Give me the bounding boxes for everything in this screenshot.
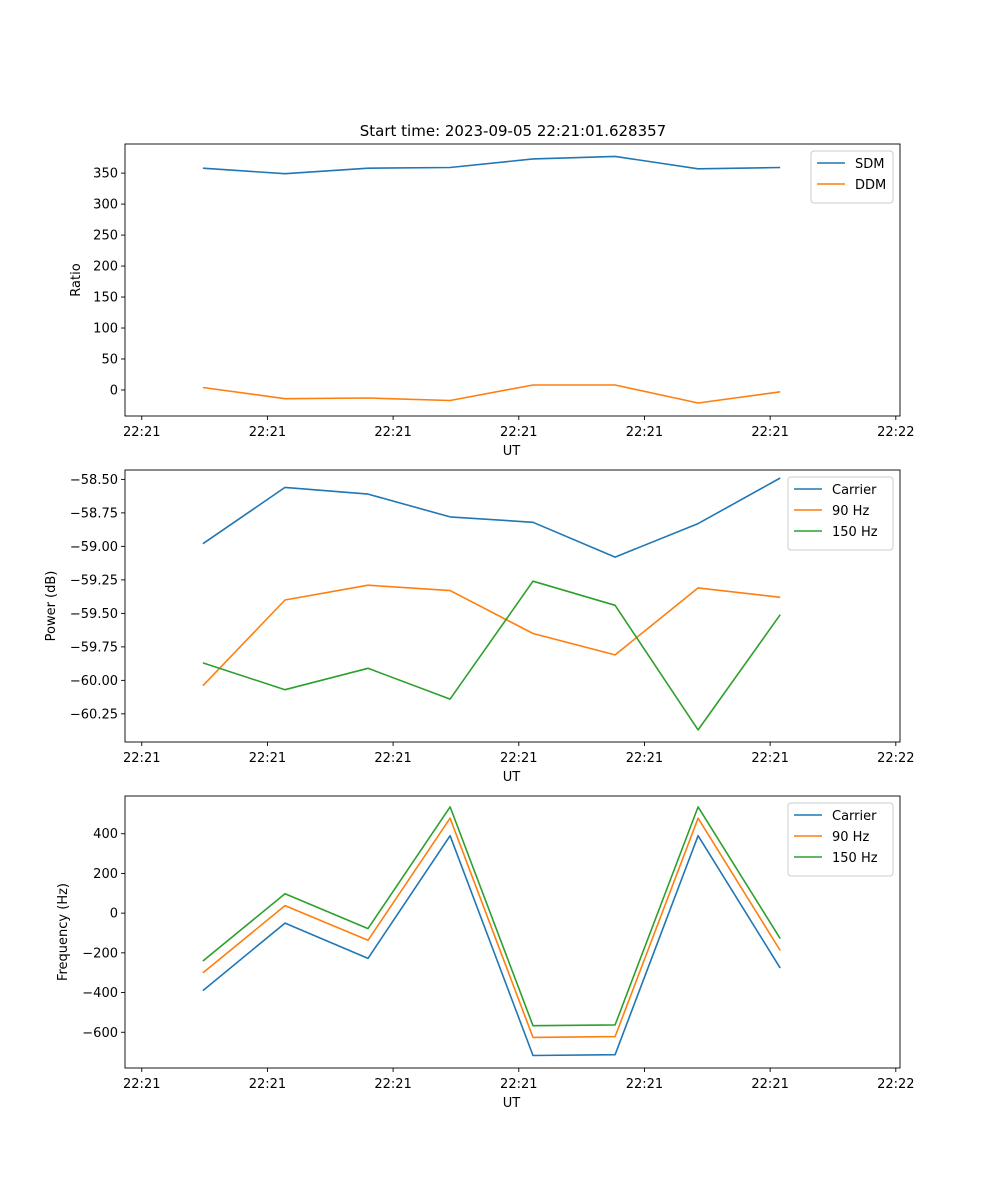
figure-title: Start time: 2023-09-05 22:21:01.628357 bbox=[360, 122, 666, 140]
legend-label: 150 Hz bbox=[832, 525, 878, 540]
x-tick-label: 22:22 bbox=[877, 751, 914, 766]
y-tick-label: 300 bbox=[93, 198, 118, 213]
x-tick-label: 22:21 bbox=[500, 751, 537, 766]
y-tick-label: −60.00 bbox=[70, 674, 118, 689]
y-axis-label: Ratio bbox=[69, 263, 84, 296]
x-tick-label: 22:21 bbox=[751, 425, 788, 440]
y-tick-label: 150 bbox=[93, 291, 118, 306]
legend-label: DDM bbox=[855, 178, 886, 193]
legend-label: 90 Hz bbox=[832, 830, 869, 845]
series-line-carrier bbox=[202, 477, 781, 558]
legend-box bbox=[810, 150, 894, 204]
plot-frame bbox=[124, 469, 901, 743]
y-axis-label: Power (dB) bbox=[44, 571, 59, 642]
y-tick-label: 200 bbox=[93, 260, 118, 275]
x-tick-label: 22:21 bbox=[626, 1077, 663, 1092]
legend: SDM DDM bbox=[810, 150, 894, 204]
x-tick-label: 22:21 bbox=[751, 751, 788, 766]
x-tick-label: 22:21 bbox=[249, 751, 286, 766]
y-tick-label: −200 bbox=[82, 946, 118, 961]
plot-frame bbox=[124, 143, 901, 417]
y-tick-label: −60.25 bbox=[70, 707, 118, 722]
plot-frame bbox=[124, 795, 901, 1069]
y-tick-label: 400 bbox=[93, 827, 118, 842]
ratio-panel: 22:21 22:21 22:21 22:21 22:21 22:21 22:22 0 50 10… bbox=[69, 143, 915, 459]
legend: Carrier 90 Hz 150 Hz bbox=[787, 476, 894, 551]
x-tick-label: 22:21 bbox=[249, 425, 286, 440]
series-line-90-hz bbox=[202, 817, 781, 1039]
x-tick-label: 22:21 bbox=[500, 1077, 537, 1092]
y-tick-label: 350 bbox=[93, 167, 118, 182]
y-tick-label: 250 bbox=[93, 229, 118, 244]
legend-label: Carrier bbox=[832, 483, 877, 498]
series-line-sdm bbox=[202, 155, 781, 175]
x-tick-label: 22:21 bbox=[500, 425, 537, 440]
x-tick-label: 22:21 bbox=[123, 425, 160, 440]
x-tick-label: 22:22 bbox=[877, 425, 914, 440]
series-line-150-hz bbox=[202, 806, 781, 1027]
x-axis-label: UT bbox=[503, 444, 521, 459]
y-tick-label: −59.00 bbox=[70, 540, 118, 555]
y-tick-label: 0 bbox=[110, 383, 118, 398]
x-tick-label: 22:21 bbox=[374, 1077, 411, 1092]
y-tick-label: −59.50 bbox=[70, 607, 118, 622]
x-tick-label: 22:22 bbox=[877, 1077, 914, 1092]
y-tick-label: 200 bbox=[93, 867, 118, 882]
x-tick-label: 22:21 bbox=[626, 425, 663, 440]
y-tick-label: −58.50 bbox=[70, 473, 118, 488]
legend-label: 150 Hz bbox=[832, 851, 878, 866]
legend-label: 90 Hz bbox=[832, 504, 869, 519]
y-tick-label: −59.25 bbox=[70, 573, 118, 588]
legend: Carrier 90 Hz 150 Hz bbox=[787, 802, 894, 877]
x-axis-label: UT bbox=[503, 770, 521, 785]
x-tick-label: 22:21 bbox=[751, 1077, 788, 1092]
series-line-carrier bbox=[202, 834, 781, 1057]
series-line-150-hz bbox=[202, 580, 781, 731]
y-tick-label: 50 bbox=[101, 352, 118, 367]
y-tick-label: 0 bbox=[110, 907, 118, 922]
x-tick-label: 22:21 bbox=[123, 751, 160, 766]
x-tick-label: 22:21 bbox=[374, 425, 411, 440]
series-line-90-hz bbox=[202, 584, 781, 687]
power-panel: 22:21 22:21 22:21 22:21 22:21 22:21 22:22 −58.5… bbox=[44, 469, 915, 785]
y-axis-label: Frequency (Hz) bbox=[56, 883, 71, 981]
y-tick-label: −400 bbox=[82, 986, 118, 1001]
x-tick-label: 22:21 bbox=[374, 751, 411, 766]
series-line-ddm bbox=[202, 384, 781, 404]
x-tick-label: 22:21 bbox=[123, 1077, 160, 1092]
frequency-panel: 22:21 22:21 22:21 22:21 22:21 22:21 22:22 −600 −… bbox=[56, 795, 915, 1111]
y-tick-label: −600 bbox=[82, 1026, 118, 1041]
y-tick-label: −59.75 bbox=[70, 640, 118, 655]
legend-label: Carrier bbox=[832, 809, 877, 824]
x-axis-label: UT bbox=[503, 1096, 521, 1111]
y-tick-label: 100 bbox=[93, 322, 118, 337]
x-tick-label: 22:21 bbox=[626, 751, 663, 766]
legend-label: SDM bbox=[855, 157, 884, 172]
y-tick-label: −58.75 bbox=[70, 506, 118, 521]
x-tick-label: 22:21 bbox=[249, 1077, 286, 1092]
